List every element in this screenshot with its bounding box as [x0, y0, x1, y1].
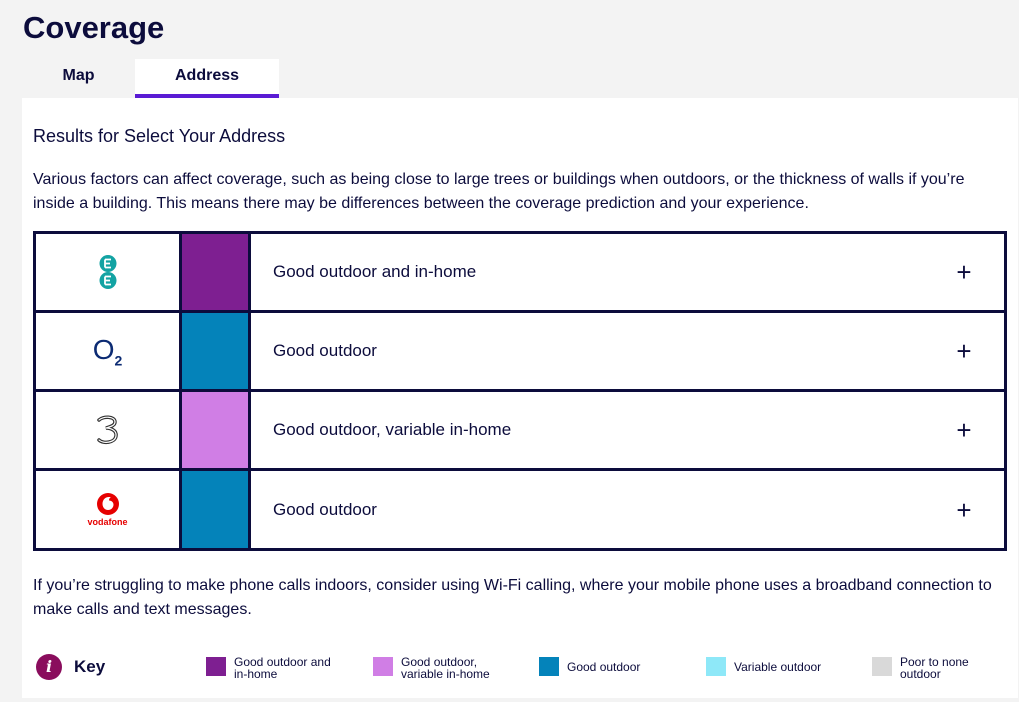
o2-logo-cell: O2: [36, 313, 182, 389]
operator-row-o2[interactable]: O2 Good outdoor +: [36, 313, 1004, 392]
ee-logo: [99, 255, 116, 289]
tab-bar: Map Address: [22, 59, 279, 98]
plus-icon[interactable]: +: [956, 415, 972, 445]
results-panel: Results for Select Your Address Various …: [22, 98, 1018, 698]
key-text: Good outdoor: [567, 660, 641, 674]
wifi-calling-tip: If you’re struggling to make phone calls…: [33, 577, 992, 618]
ee-logo-cell: [36, 234, 182, 310]
results-heading: Results for Select Your Address: [33, 126, 286, 146]
three-logo: [96, 415, 118, 445]
coverage-label: Good outdoor: [273, 341, 377, 360]
key-text: Good outdoor and in-home: [234, 655, 331, 681]
vodafone-wordmark: vodafone: [87, 517, 128, 527]
coverage-swatch: [182, 392, 251, 468]
key-text: Variable outdoor: [734, 660, 822, 674]
key-text: Good outdoor, variable in-home: [401, 655, 490, 681]
plus-icon[interactable]: +: [956, 336, 972, 366]
page-title: Coverage: [23, 10, 165, 45]
operator-row-ee[interactable]: Good outdoor and in-home +: [36, 234, 1004, 313]
coverage-swatch: [182, 471, 251, 548]
key-swatch: [872, 657, 892, 676]
info-icon: i: [36, 654, 62, 680]
vodafone-logo: [96, 493, 119, 515]
key-swatch: [206, 657, 226, 676]
plus-icon[interactable]: +: [956, 494, 972, 525]
coverage-table: Good outdoor and in-home + O2 Good outdo…: [33, 231, 1007, 551]
plus-icon[interactable]: +: [956, 257, 972, 287]
coverage-swatch: [182, 313, 251, 389]
key-swatch: [373, 657, 393, 676]
key-swatch: [539, 657, 559, 676]
coverage-key: i Key Good outdoor and in-home Good outdo…: [36, 654, 1006, 684]
tab-map[interactable]: Map: [62, 67, 95, 84]
key-label: Key: [74, 657, 106, 676]
key-text: Poor to none outdoor: [900, 655, 969, 681]
vodafone-logo-cell: vodafone: [36, 471, 182, 548]
coverage-label: Good outdoor and in-home: [273, 262, 477, 281]
coverage-label: Good outdoor: [273, 499, 377, 519]
tab-address[interactable]: Address: [135, 59, 279, 98]
coverage-intro-text: Various factors can affect coverage, suc…: [33, 171, 965, 212]
three-logo-cell: [36, 392, 182, 468]
o2-logo: O2: [92, 333, 123, 369]
key-swatch: [706, 657, 726, 676]
operator-row-vodafone[interactable]: vodafone Good outdoor +: [36, 471, 1004, 551]
coverage-swatch: [182, 234, 251, 310]
coverage-label: Good outdoor, variable in-home: [273, 420, 512, 439]
operator-row-three[interactable]: Good outdoor, variable in-home +: [36, 392, 1004, 471]
